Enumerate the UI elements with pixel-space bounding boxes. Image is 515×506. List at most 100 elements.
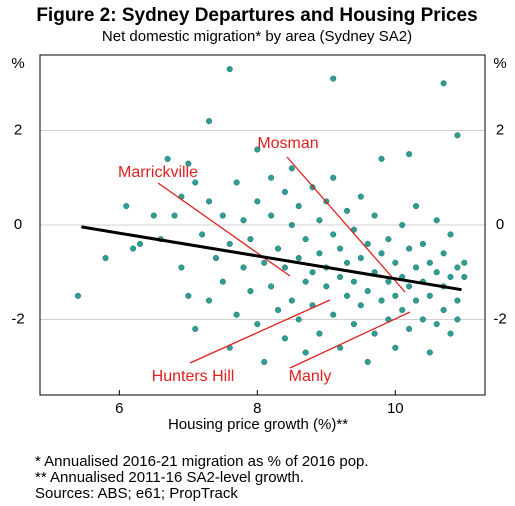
point	[350, 278, 357, 285]
point	[226, 240, 233, 247]
point	[274, 306, 282, 314]
y-tick-label-right: 0	[496, 216, 504, 233]
annotation-line	[286, 156, 406, 293]
point	[268, 283, 275, 290]
annotation: Mosman	[257, 135, 318, 152]
point	[130, 245, 137, 252]
point	[343, 207, 351, 214]
point	[219, 278, 226, 285]
point	[426, 259, 433, 266]
point	[288, 297, 295, 304]
point	[240, 217, 247, 224]
point	[233, 179, 240, 186]
point	[412, 297, 420, 304]
point	[378, 155, 385, 162]
point	[454, 264, 461, 271]
point	[461, 259, 468, 266]
y-tick-label-right: 2	[496, 122, 504, 139]
point	[343, 292, 351, 299]
point	[392, 344, 399, 351]
point	[164, 155, 171, 162]
point	[385, 278, 392, 285]
point	[74, 292, 81, 299]
chart-subtitle: Net domestic migration* by area (Sydney …	[102, 28, 412, 45]
plot-frame	[39, 54, 486, 396]
annotation: Marrickville	[118, 164, 198, 181]
y-tick-label: 0	[14, 216, 22, 233]
point	[123, 203, 130, 210]
point	[281, 188, 288, 195]
footnote: * Annualised 2016-21 migration as % of 2…	[35, 453, 369, 470]
point	[440, 306, 447, 314]
point	[357, 193, 364, 200]
point	[406, 283, 413, 290]
x-tick-label: 6	[115, 400, 123, 417]
point	[205, 198, 213, 205]
point	[378, 250, 385, 257]
point	[399, 221, 406, 229]
y-tick-label-right: -2	[493, 310, 506, 327]
footnote: ** Annualised 2011-16 SA2-level growth.	[35, 469, 304, 486]
point	[205, 297, 213, 304]
point	[150, 212, 157, 219]
point	[302, 278, 309, 285]
point	[199, 231, 206, 238]
point	[440, 80, 447, 87]
point	[343, 259, 351, 266]
annotation: Hunters Hill	[152, 368, 235, 385]
point	[268, 212, 275, 219]
point	[357, 255, 364, 262]
point	[240, 264, 247, 271]
y-unit-left: %	[11, 55, 24, 72]
point	[447, 231, 454, 238]
point	[385, 236, 392, 243]
point	[261, 259, 268, 266]
point	[461, 273, 468, 280]
annotation-line	[289, 311, 411, 369]
point	[136, 240, 144, 247]
annotation-line	[189, 299, 331, 364]
annotation: Manly	[289, 368, 332, 385]
y-tick-label: 2	[14, 122, 22, 139]
point	[419, 316, 426, 323]
point	[447, 273, 454, 280]
point	[247, 288, 254, 295]
x-axis-label: Housing price growth (%)**	[168, 416, 348, 433]
point	[302, 349, 309, 356]
point	[192, 325, 199, 332]
point	[295, 203, 302, 210]
point	[281, 264, 288, 271]
point	[406, 245, 413, 252]
point	[316, 330, 323, 337]
point	[371, 330, 378, 337]
point	[254, 198, 261, 205]
point	[268, 174, 275, 181]
point	[247, 236, 254, 243]
point	[261, 358, 268, 365]
point	[330, 311, 337, 318]
point	[337, 245, 344, 252]
point	[185, 292, 192, 299]
point	[316, 217, 323, 224]
point	[426, 292, 433, 299]
point	[454, 316, 461, 323]
point	[392, 292, 399, 299]
point	[192, 179, 199, 186]
annotation-line	[157, 182, 291, 277]
point	[212, 255, 219, 262]
point	[226, 66, 233, 73]
point	[288, 221, 295, 229]
point	[330, 231, 337, 238]
point	[440, 250, 447, 257]
point	[302, 236, 309, 243]
point	[364, 240, 371, 247]
point	[330, 75, 337, 82]
point	[447, 330, 454, 337]
point	[254, 146, 261, 153]
point	[426, 349, 433, 356]
point	[295, 255, 302, 262]
point	[412, 203, 420, 210]
x-tick-label: 8	[253, 400, 261, 417]
point	[178, 264, 185, 271]
point	[323, 283, 330, 290]
